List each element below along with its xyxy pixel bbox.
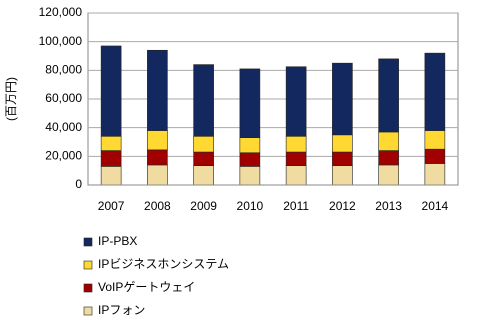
- bar-segment: [193, 151, 214, 166]
- legend-label: VoIPゲートウェイ: [98, 280, 195, 294]
- legend-swatch: [83, 306, 93, 316]
- bar-segment: [147, 149, 168, 166]
- y-tick-label: 80,000: [45, 63, 82, 77]
- x-tick-label: 2009: [190, 199, 217, 213]
- bar-segment: [332, 134, 353, 153]
- bar-segment: [424, 163, 446, 186]
- x-tick-label: 2010: [237, 199, 264, 213]
- bar-segment: [147, 49, 168, 131]
- bar-segment: [193, 135, 214, 153]
- bar-segment: [285, 151, 307, 166]
- bar-segment: [285, 165, 307, 186]
- bar-segment: [193, 165, 214, 186]
- legend-swatch: [83, 283, 93, 293]
- y-axis-label: (百万円): [4, 77, 18, 121]
- bar-segment: [100, 45, 122, 137]
- bar-segment: [239, 68, 261, 139]
- bar-segment: [100, 135, 122, 151]
- bar-segment: [239, 166, 261, 186]
- bar-segment: [147, 164, 168, 186]
- bar-segment: [239, 152, 261, 167]
- legend-label: IP-PBX: [98, 234, 137, 248]
- y-tick-label: 60,000: [45, 91, 82, 105]
- y-tick-label: 120,000: [39, 5, 83, 19]
- bar-segment: [424, 130, 446, 150]
- bar-segment: [424, 52, 446, 131]
- x-tick-label: 2014: [422, 199, 449, 213]
- bar-segment: [239, 137, 261, 154]
- legend-label: IPフォン: [98, 303, 145, 317]
- bar-segment: [378, 164, 399, 186]
- y-tick-label: 40,000: [45, 120, 82, 134]
- bar-segment: [147, 130, 168, 151]
- x-tick-label: 2011: [283, 199, 309, 213]
- y-tick-label: 0: [75, 177, 82, 191]
- y-tick-label: 100,000: [39, 34, 83, 48]
- bar-segment: [100, 166, 122, 186]
- legend-swatch: [83, 237, 93, 247]
- bar-segment: [332, 151, 353, 166]
- bar-segment: [285, 135, 307, 153]
- x-tick-label: 2012: [329, 199, 356, 213]
- bar-segment: [424, 148, 446, 164]
- bar-segment: [100, 150, 122, 167]
- x-tick-label: 2013: [375, 199, 402, 213]
- bar-segment: [332, 62, 353, 136]
- bar-segment: [378, 150, 399, 166]
- bar-segment: [378, 131, 399, 151]
- x-tick-label: 2008: [144, 199, 171, 213]
- bar-segment: [285, 66, 307, 137]
- y-tick-label: 20,000: [45, 149, 82, 163]
- bar-segment: [378, 58, 399, 133]
- bar-segment: [193, 64, 214, 137]
- legend-swatch: [83, 260, 93, 270]
- x-tick-label: 2007: [98, 199, 125, 213]
- bar-segment: [332, 165, 353, 186]
- legend-label: IPビジネスホンシステム: [98, 257, 229, 271]
